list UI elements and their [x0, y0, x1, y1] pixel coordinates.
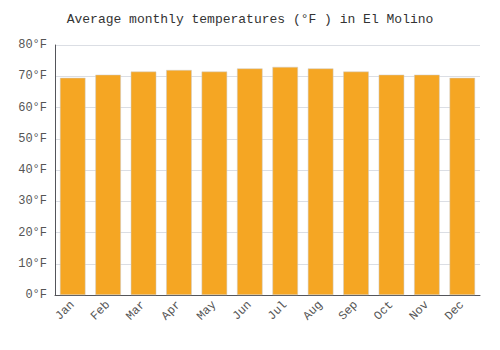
svg-text:80°F: 80°F: [18, 38, 47, 52]
svg-text:Aug: Aug: [300, 298, 325, 323]
svg-text:10°F: 10°F: [18, 257, 47, 271]
svg-text:Jan: Jan: [53, 298, 78, 323]
svg-text:40°F: 40°F: [18, 163, 47, 177]
svg-text:60°F: 60°F: [18, 101, 47, 115]
svg-text:Sep: Sep: [336, 298, 361, 323]
svg-text:Average monthly temperatures (: Average monthly temperatures (°F ) in El…: [67, 12, 434, 27]
svg-text:Jun: Jun: [230, 298, 255, 323]
svg-text:Dec: Dec: [442, 298, 467, 323]
svg-text:Nov: Nov: [407, 298, 432, 323]
svg-text:0°F: 0°F: [25, 288, 47, 302]
svg-text:Oct: Oct: [371, 298, 396, 323]
svg-text:Jul: Jul: [265, 298, 290, 323]
svg-text:30°F: 30°F: [18, 194, 47, 208]
svg-text:May: May: [194, 298, 219, 323]
svg-text:Mar: Mar: [123, 298, 148, 323]
svg-text:Apr: Apr: [159, 298, 184, 323]
svg-text:50°F: 50°F: [18, 132, 47, 146]
svg-text:Feb: Feb: [88, 298, 113, 323]
svg-text:70°F: 70°F: [18, 69, 47, 83]
svg-text:20°F: 20°F: [18, 226, 47, 240]
